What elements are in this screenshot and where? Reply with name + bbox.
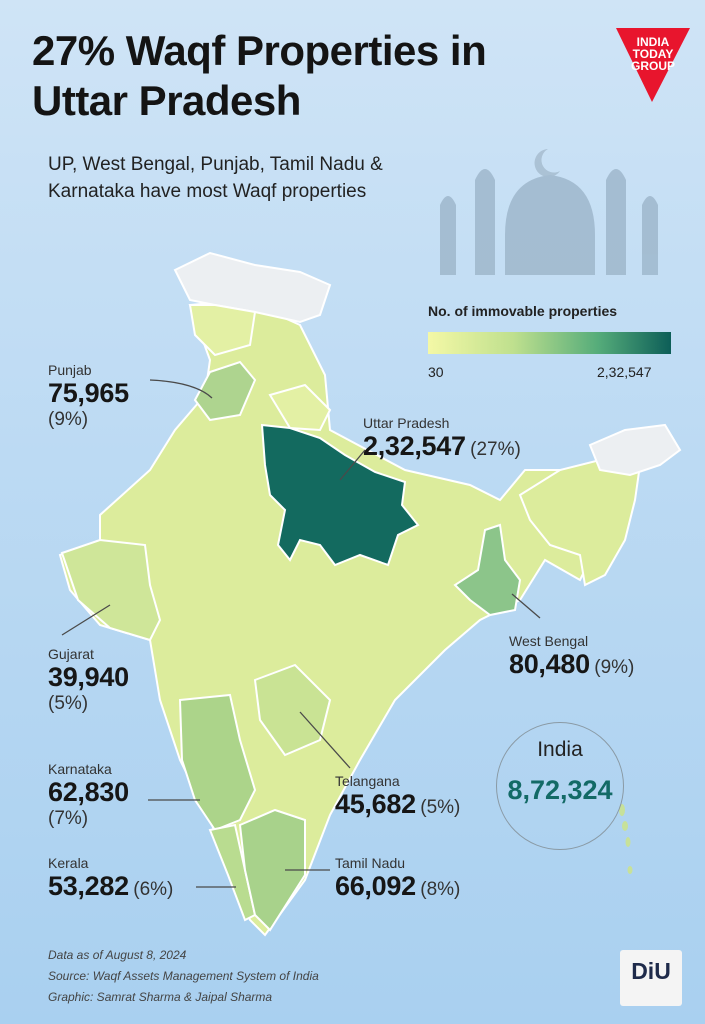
gujarat-region bbox=[60, 538, 162, 642]
andaman-islands bbox=[619, 804, 633, 874]
himachal-region bbox=[188, 304, 257, 357]
label-tamil-nadu: Tamil Nadu 66,092 (8%) bbox=[335, 855, 460, 902]
legend-max: 2,32,547 bbox=[597, 364, 652, 380]
telangana-leader bbox=[299, 711, 351, 769]
footer-source: Source: Waqf Assets Management System of… bbox=[48, 969, 319, 983]
state-value: 53,282 bbox=[48, 871, 129, 901]
label-uttar-pradesh: Uttar Pradesh 2,32,547 (27%) bbox=[363, 415, 521, 462]
label-gujarat: Gujarat 39,940 (5%) bbox=[48, 646, 129, 715]
mosque-icon bbox=[440, 149, 658, 275]
arunachal-region bbox=[588, 423, 682, 477]
label-punjab: Punjab 75,965 (9%) bbox=[48, 362, 129, 431]
punjab-region bbox=[193, 360, 257, 422]
state-name: Kerala bbox=[48, 855, 89, 871]
state-value: 2,32,547 bbox=[363, 431, 466, 461]
state-value: 45,682 bbox=[335, 789, 416, 819]
state-value: 39,940 bbox=[48, 662, 129, 692]
west-bengal-leader bbox=[511, 593, 541, 619]
state-pct: (5%) bbox=[48, 693, 89, 714]
logo-line-1: INDIA bbox=[636, 35, 670, 49]
label-west-bengal: West Bengal 80,480 (9%) bbox=[509, 633, 634, 680]
state-value: 75,965 bbox=[48, 378, 129, 408]
state-pct: (5%) bbox=[420, 797, 461, 818]
india-today-logo bbox=[616, 28, 690, 102]
legend-title: No. of immovable properties bbox=[428, 303, 618, 319]
state-name: Karnataka bbox=[48, 761, 112, 777]
label-telangana: Telangana 45,682 (5%) bbox=[335, 773, 460, 820]
india-total-label: India bbox=[537, 738, 583, 761]
logo-line-2: TODAY bbox=[632, 47, 674, 61]
state-name: Telangana bbox=[335, 773, 400, 789]
telangana-region bbox=[253, 663, 332, 757]
state-pct: (27%) bbox=[470, 439, 521, 460]
karnataka-region bbox=[178, 693, 257, 832]
state-name: Punjab bbox=[48, 362, 92, 378]
state-pct: (6%) bbox=[133, 879, 174, 900]
tamil-nadu-region bbox=[238, 808, 306, 932]
label-kerala: Kerala 53,282 (6%) bbox=[48, 855, 173, 902]
page-subtitle: UP, West Bengal, Punjab, Tamil Nadu & Ka… bbox=[48, 154, 383, 202]
northeast-region bbox=[518, 458, 642, 587]
legend-min: 30 bbox=[428, 364, 444, 380]
india-today-logo-text: INDIA TODAY GROUP bbox=[618, 36, 688, 72]
logo-line-3: GROUP bbox=[630, 59, 675, 73]
state-name: Tamil Nadu bbox=[335, 855, 406, 871]
state-pct: (9%) bbox=[48, 409, 89, 430]
state-value: 80,480 bbox=[509, 649, 590, 679]
label-karnataka: Karnataka 62,830 (7%) bbox=[48, 761, 129, 830]
state-pct: (9%) bbox=[594, 657, 635, 678]
legend-color-scale bbox=[428, 332, 671, 354]
state-value: 62,830 bbox=[48, 777, 129, 807]
diu-logo-text: DiU bbox=[631, 958, 671, 984]
state-name: Gujarat bbox=[48, 646, 94, 662]
footer-graphic: Graphic: Samrat Sharma & Jaipal Sharma bbox=[48, 990, 273, 1004]
uttar-pradesh-region bbox=[260, 423, 420, 567]
state-pct: (7%) bbox=[48, 808, 89, 829]
uttarakhand-region bbox=[268, 383, 332, 432]
up-leader bbox=[339, 449, 366, 481]
india-total-value: 8,72,324 bbox=[507, 775, 613, 805]
state-pct: (8%) bbox=[420, 879, 461, 900]
diu-logo bbox=[620, 950, 682, 1006]
gujarat-leader bbox=[61, 604, 111, 636]
india-total-circle bbox=[496, 722, 624, 850]
state-name: West Bengal bbox=[509, 633, 589, 649]
punjab-leader bbox=[149, 379, 213, 399]
footer-date: Data as of August 8, 2024 bbox=[48, 948, 187, 962]
page-title: 27% Waqf Properties in Uttar Pradesh bbox=[32, 27, 487, 124]
west-bengal-region bbox=[453, 523, 522, 617]
state-name: Uttar Pradesh bbox=[363, 415, 450, 431]
state-value: 66,092 bbox=[335, 871, 416, 901]
